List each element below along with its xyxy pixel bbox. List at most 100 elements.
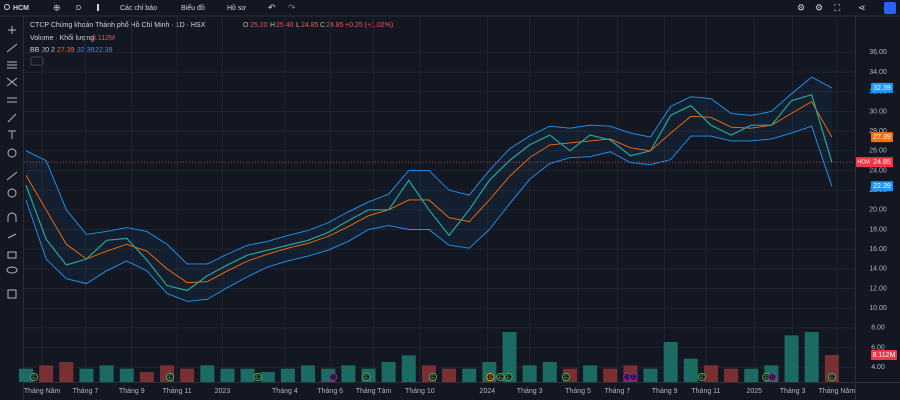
volume-bar xyxy=(502,332,517,382)
volume-bar xyxy=(119,368,134,382)
y-tick-label: 6.00 xyxy=(871,344,885,351)
event-label: D xyxy=(771,375,775,381)
bb-basis-tag xyxy=(871,132,893,143)
event-label: E xyxy=(700,375,704,381)
legend-o: 25.20 xyxy=(250,22,268,29)
share-icon[interactable]: ⋖ xyxy=(858,2,866,12)
symbol[interactable]: HCM xyxy=(13,5,29,12)
bb-basis: 27.39 xyxy=(57,47,75,54)
event-marker xyxy=(486,372,495,382)
symbol-tag-label: HCM xyxy=(857,160,870,166)
event-label: E xyxy=(431,375,435,381)
event-marker xyxy=(362,372,371,382)
x-tick-label: Tháng 4 xyxy=(272,388,298,395)
volume-bar xyxy=(59,362,74,382)
event-marker xyxy=(768,372,777,382)
zoom-tool[interactable] xyxy=(7,188,17,198)
fullscreen-icon[interactable]: ⛶ xyxy=(833,2,841,12)
event-marker xyxy=(561,372,571,382)
y-tick-label: 36.00 xyxy=(869,49,887,56)
y-tick-label: 28.00 xyxy=(869,128,887,135)
volume-bar xyxy=(139,372,154,382)
legend-c-label: C xyxy=(320,22,325,29)
drawing-tools xyxy=(6,26,18,299)
chart-type-icon[interactable] xyxy=(97,4,99,11)
emoji-tool[interactable] xyxy=(7,148,17,158)
settings-icon[interactable]: ⚙ xyxy=(815,2,823,12)
volume-tag xyxy=(871,349,897,360)
volume-bar xyxy=(462,368,477,382)
volume-bar xyxy=(703,365,718,382)
bb-upper-tag xyxy=(871,82,893,93)
bb-line xyxy=(25,100,833,284)
line-tool[interactable] xyxy=(6,43,18,53)
volume-bar xyxy=(643,368,658,382)
bb-basis-tag-label: 27.39 xyxy=(873,134,891,141)
volume-bar xyxy=(542,362,557,382)
volume-bar xyxy=(522,365,537,382)
x-tick-label: 2024 xyxy=(480,388,496,395)
price-line xyxy=(25,93,833,292)
volume-bar xyxy=(19,368,34,382)
legend-change: +0.25 (+1.02%) xyxy=(345,22,393,29)
x-tick-label: Tháng 7 xyxy=(604,388,630,395)
event-label: D xyxy=(331,375,335,381)
interval[interactable]: D xyxy=(76,5,81,12)
pattern-tool[interactable] xyxy=(6,77,18,87)
x-tick-label: Tháng 11 xyxy=(691,388,720,395)
add-symbol[interactable]: ⊕ xyxy=(53,2,61,12)
measure-tool[interactable] xyxy=(6,171,18,181)
y-tick-label: 34.00 xyxy=(869,69,887,76)
y-tick-label: 8.00 xyxy=(871,325,885,332)
x-tick-label: Tháng 9 xyxy=(119,388,145,395)
delete-tool[interactable] xyxy=(7,289,17,299)
event-marker xyxy=(827,372,836,382)
x-tick-label: Tháng 7 xyxy=(73,388,99,395)
volume-bar xyxy=(381,362,396,382)
volume-bar xyxy=(663,342,678,382)
lock-tool[interactable] xyxy=(7,251,17,259)
logo[interactable] xyxy=(884,2,896,14)
search-icon[interactable] xyxy=(4,4,10,10)
forecast-tool[interactable] xyxy=(7,97,17,103)
brush-tool[interactable] xyxy=(7,113,17,123)
event-label: E xyxy=(830,375,834,381)
y-tick-label: 24.00 xyxy=(869,167,887,174)
profile-menu[interactable]: Hồ sơ xyxy=(227,3,246,12)
volume-title: Volume · Khối lượng xyxy=(30,33,94,42)
event-label: D xyxy=(626,375,630,381)
x-tick-label: Tháng 3 xyxy=(517,388,543,395)
undo[interactable]: ↶ xyxy=(268,2,276,12)
event-marker xyxy=(629,372,638,382)
event-label: E xyxy=(256,375,260,381)
symbol-tag xyxy=(856,157,871,168)
bb-line xyxy=(25,125,833,302)
event-label: E xyxy=(168,375,172,381)
event-label: E xyxy=(564,375,568,381)
volume-bar xyxy=(442,368,457,382)
volume-bar xyxy=(180,368,195,382)
legend-o-label: O xyxy=(243,22,249,29)
volume-bar xyxy=(39,365,54,382)
event-label: E xyxy=(499,375,503,381)
redo[interactable]: ↷ xyxy=(288,2,296,12)
magnet-tool[interactable] xyxy=(7,212,17,222)
chart-menu[interactable]: Biểu đồ xyxy=(181,3,205,12)
volume-bar xyxy=(603,368,618,382)
volume-bar xyxy=(240,368,255,382)
indicators[interactable]: Các chỉ báo xyxy=(120,4,157,12)
event-marker xyxy=(504,372,513,382)
text-tool[interactable] xyxy=(8,130,16,139)
x-tick-label: 2025 xyxy=(746,388,762,395)
bb-line xyxy=(25,76,833,265)
visibility-tool[interactable] xyxy=(6,266,18,274)
fib-tool[interactable] xyxy=(7,61,17,69)
event-label: D xyxy=(632,375,636,381)
crosshair-tool[interactable] xyxy=(8,26,16,34)
legend-l: 24.85 xyxy=(301,22,319,29)
lock-drawing[interactable] xyxy=(7,233,17,239)
event-marker xyxy=(496,372,505,382)
alert-icon[interactable]: ⚙ xyxy=(797,2,805,12)
collapse-legend[interactable] xyxy=(30,56,44,66)
volume-bar xyxy=(683,358,698,382)
